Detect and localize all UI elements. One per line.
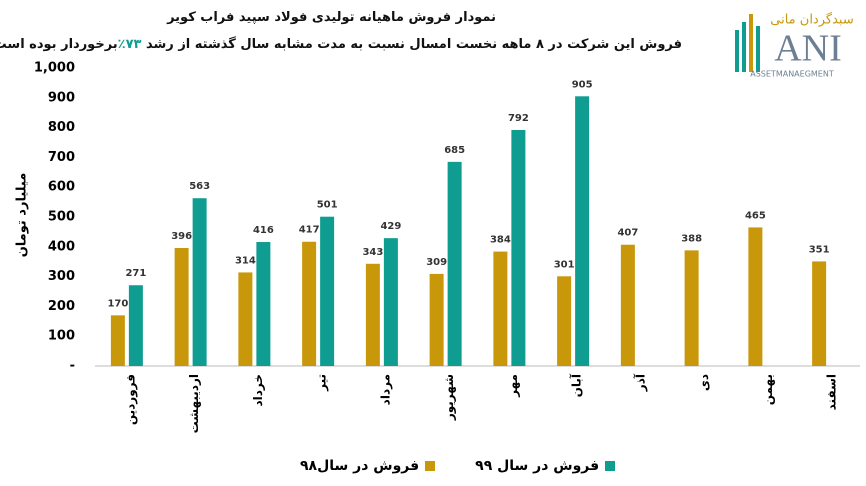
bar [620,244,635,366]
legend-swatch [425,461,436,471]
bar [365,263,380,366]
logo-bar [735,30,739,72]
bar [320,216,335,366]
value-label: 905 [572,79,593,90]
y-tick-label: 600 [48,180,75,195]
y-tick-label: 100 [48,329,75,344]
logo-brand: سبدگردان مانی [770,12,853,28]
value-label: 417 [299,225,320,236]
bar [748,227,763,366]
x-tick-label: دی [697,374,711,391]
value-label: 309 [426,257,447,268]
x-tick-label: اردیبهشت [187,374,201,433]
x-tick-label: خرداد [251,374,265,407]
y-tick-label: - [70,359,75,374]
x-tick-label: آذر [632,373,647,392]
bar [812,261,827,366]
y-axis-label: میلیارد تومان [15,173,30,258]
subtitle-part: فروش این شرکت در ۸ ماهه نخست امسال نسبت … [141,37,682,52]
value-label: 314 [235,255,256,266]
bar [256,242,271,366]
value-label: 170 [107,298,128,309]
value-label: 792 [508,113,529,124]
chart-title: نمودار فروش ماهیانه تولیدی فولاد سپید فر… [167,10,496,25]
value-label: 271 [125,268,146,279]
y-tick-label: 800 [48,120,75,135]
y-tick-label: 200 [48,299,75,314]
bar [684,250,699,366]
bar [192,198,207,366]
logo-mark: ANI [774,28,842,70]
x-tick-label: شهریور [442,374,457,421]
logo-bar [749,14,753,72]
value-label: 388 [681,233,702,244]
bar [110,315,125,366]
bar [383,238,398,366]
value-label: 384 [490,235,511,246]
bar [493,251,508,366]
y-tick-label: 400 [48,239,75,254]
value-label: 351 [809,244,830,255]
logo-tagline: ASSETMANAEGMENT [750,70,834,79]
value-label: 501 [317,200,338,211]
legend-swatch [605,461,616,471]
legend-item: فروش در سال ۹۹ [475,458,616,474]
x-tick-label: فروردین [123,374,138,425]
logo-bar [756,26,760,72]
chart-subtitle: فروش این شرکت در ۸ ماهه نخست امسال نسبت … [0,37,682,52]
bar [174,247,189,366]
value-label: 396 [171,231,192,242]
y-tick-label: 500 [48,210,75,225]
x-tick-label: تیر [315,374,329,392]
y-tick-label: 300 [48,269,75,284]
x-tick-label: آبان [569,373,584,397]
bar [128,285,143,366]
legend-item: فروش در سال۹۸ [300,458,436,474]
value-label: 685 [444,145,465,156]
bar [447,161,462,366]
value-label: 301 [554,259,575,270]
bar [557,276,572,366]
legend-label: فروش در سال ۹۹ [475,458,600,474]
subtitle-highlight: ۷۳٪ [117,37,142,52]
bar [238,272,253,366]
legend-label: فروش در سال۹۸ [300,458,420,474]
legend: فروش در سال۹۸ فروش در سال ۹۹ [300,458,616,474]
value-label: 407 [617,228,638,239]
value-label: 563 [189,181,210,192]
subtitle-part: برخوردار بوده است . [0,37,118,52]
y-tick-label: 900 [48,90,75,105]
logo-bar [742,22,746,72]
value-label: 465 [745,210,766,221]
value-label: 429 [380,221,401,232]
x-tick-label: بهمن [761,374,775,405]
value-label: 343 [362,247,383,258]
bar [429,273,444,366]
value-label: 416 [253,225,274,236]
y-tick-label: 1,000 [34,61,75,76]
bar [511,129,526,366]
x-tick-label: مهر [506,374,520,398]
bar [575,96,590,366]
logo: سبدگردان مانی ANI ASSETMANAEGMENT [735,12,854,79]
y-tick-label: 700 [48,150,75,165]
x-tick-label: اسفند [825,374,839,410]
bar [302,241,317,366]
x-tick-label: مرداد [378,374,392,405]
